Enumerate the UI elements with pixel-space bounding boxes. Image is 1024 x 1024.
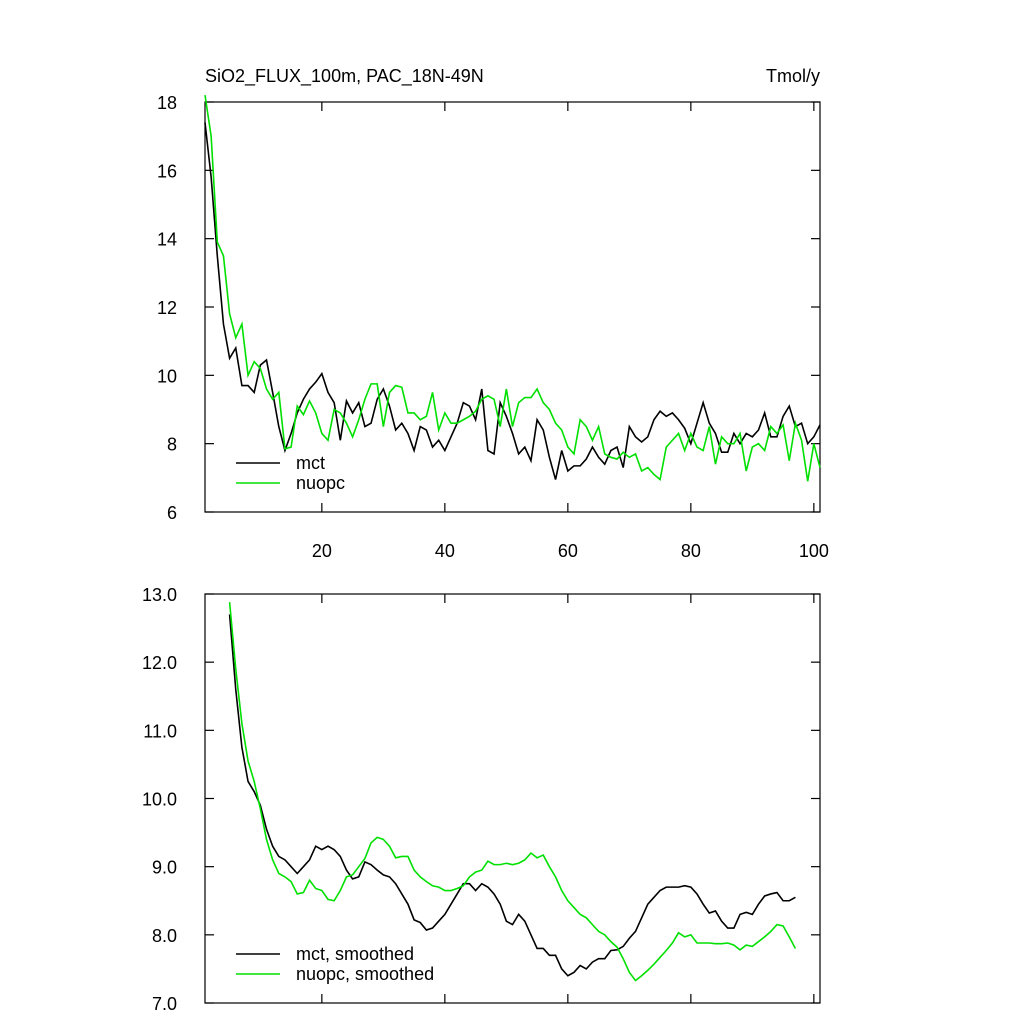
y-tick-label: 6 [167,503,177,523]
x-tick-label: 40 [435,541,455,561]
y-tick-label: 14 [157,230,177,250]
y-tick-label: 7.0 [152,994,177,1014]
x-tick-label: 60 [558,541,578,561]
y-tick-label: 16 [157,161,177,181]
y-tick-label: 8.0 [152,926,177,946]
units-label: Tmol/y [766,66,820,86]
legend-label: mct, smoothed [296,944,414,964]
y-tick-label: 10 [157,366,177,386]
x-tick-label: 100 [799,541,829,561]
legend-label: mct [296,453,325,473]
y-tick-label: 13.0 [142,585,177,605]
y-tick-label: 18 [157,93,177,113]
series-line [228,602,797,982]
y-tick-label: 8 [167,435,177,455]
legend-label: nuopc [296,473,345,493]
x-tick-label: 80 [681,541,701,561]
x-tick-label: 20 [312,541,332,561]
series-line [204,95,821,482]
plot-frame [204,593,821,1004]
y-tick-label: 10.0 [142,790,177,810]
legend-label: nuopc, smoothed [296,964,434,984]
chart-title: SiO2_FLUX_100m, PAC_18N-49N [205,66,484,87]
y-tick-label: 11.0 [143,721,177,741]
y-tick-label: 9.0 [152,858,177,878]
series-line [204,122,821,480]
y-tick-label: 12.0 [142,653,177,673]
y-tick-label: 12 [157,298,177,318]
series-line [228,614,796,977]
